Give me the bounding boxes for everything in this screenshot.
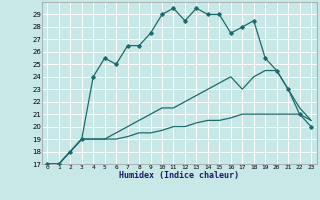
X-axis label: Humidex (Indice chaleur): Humidex (Indice chaleur) (119, 171, 239, 180)
